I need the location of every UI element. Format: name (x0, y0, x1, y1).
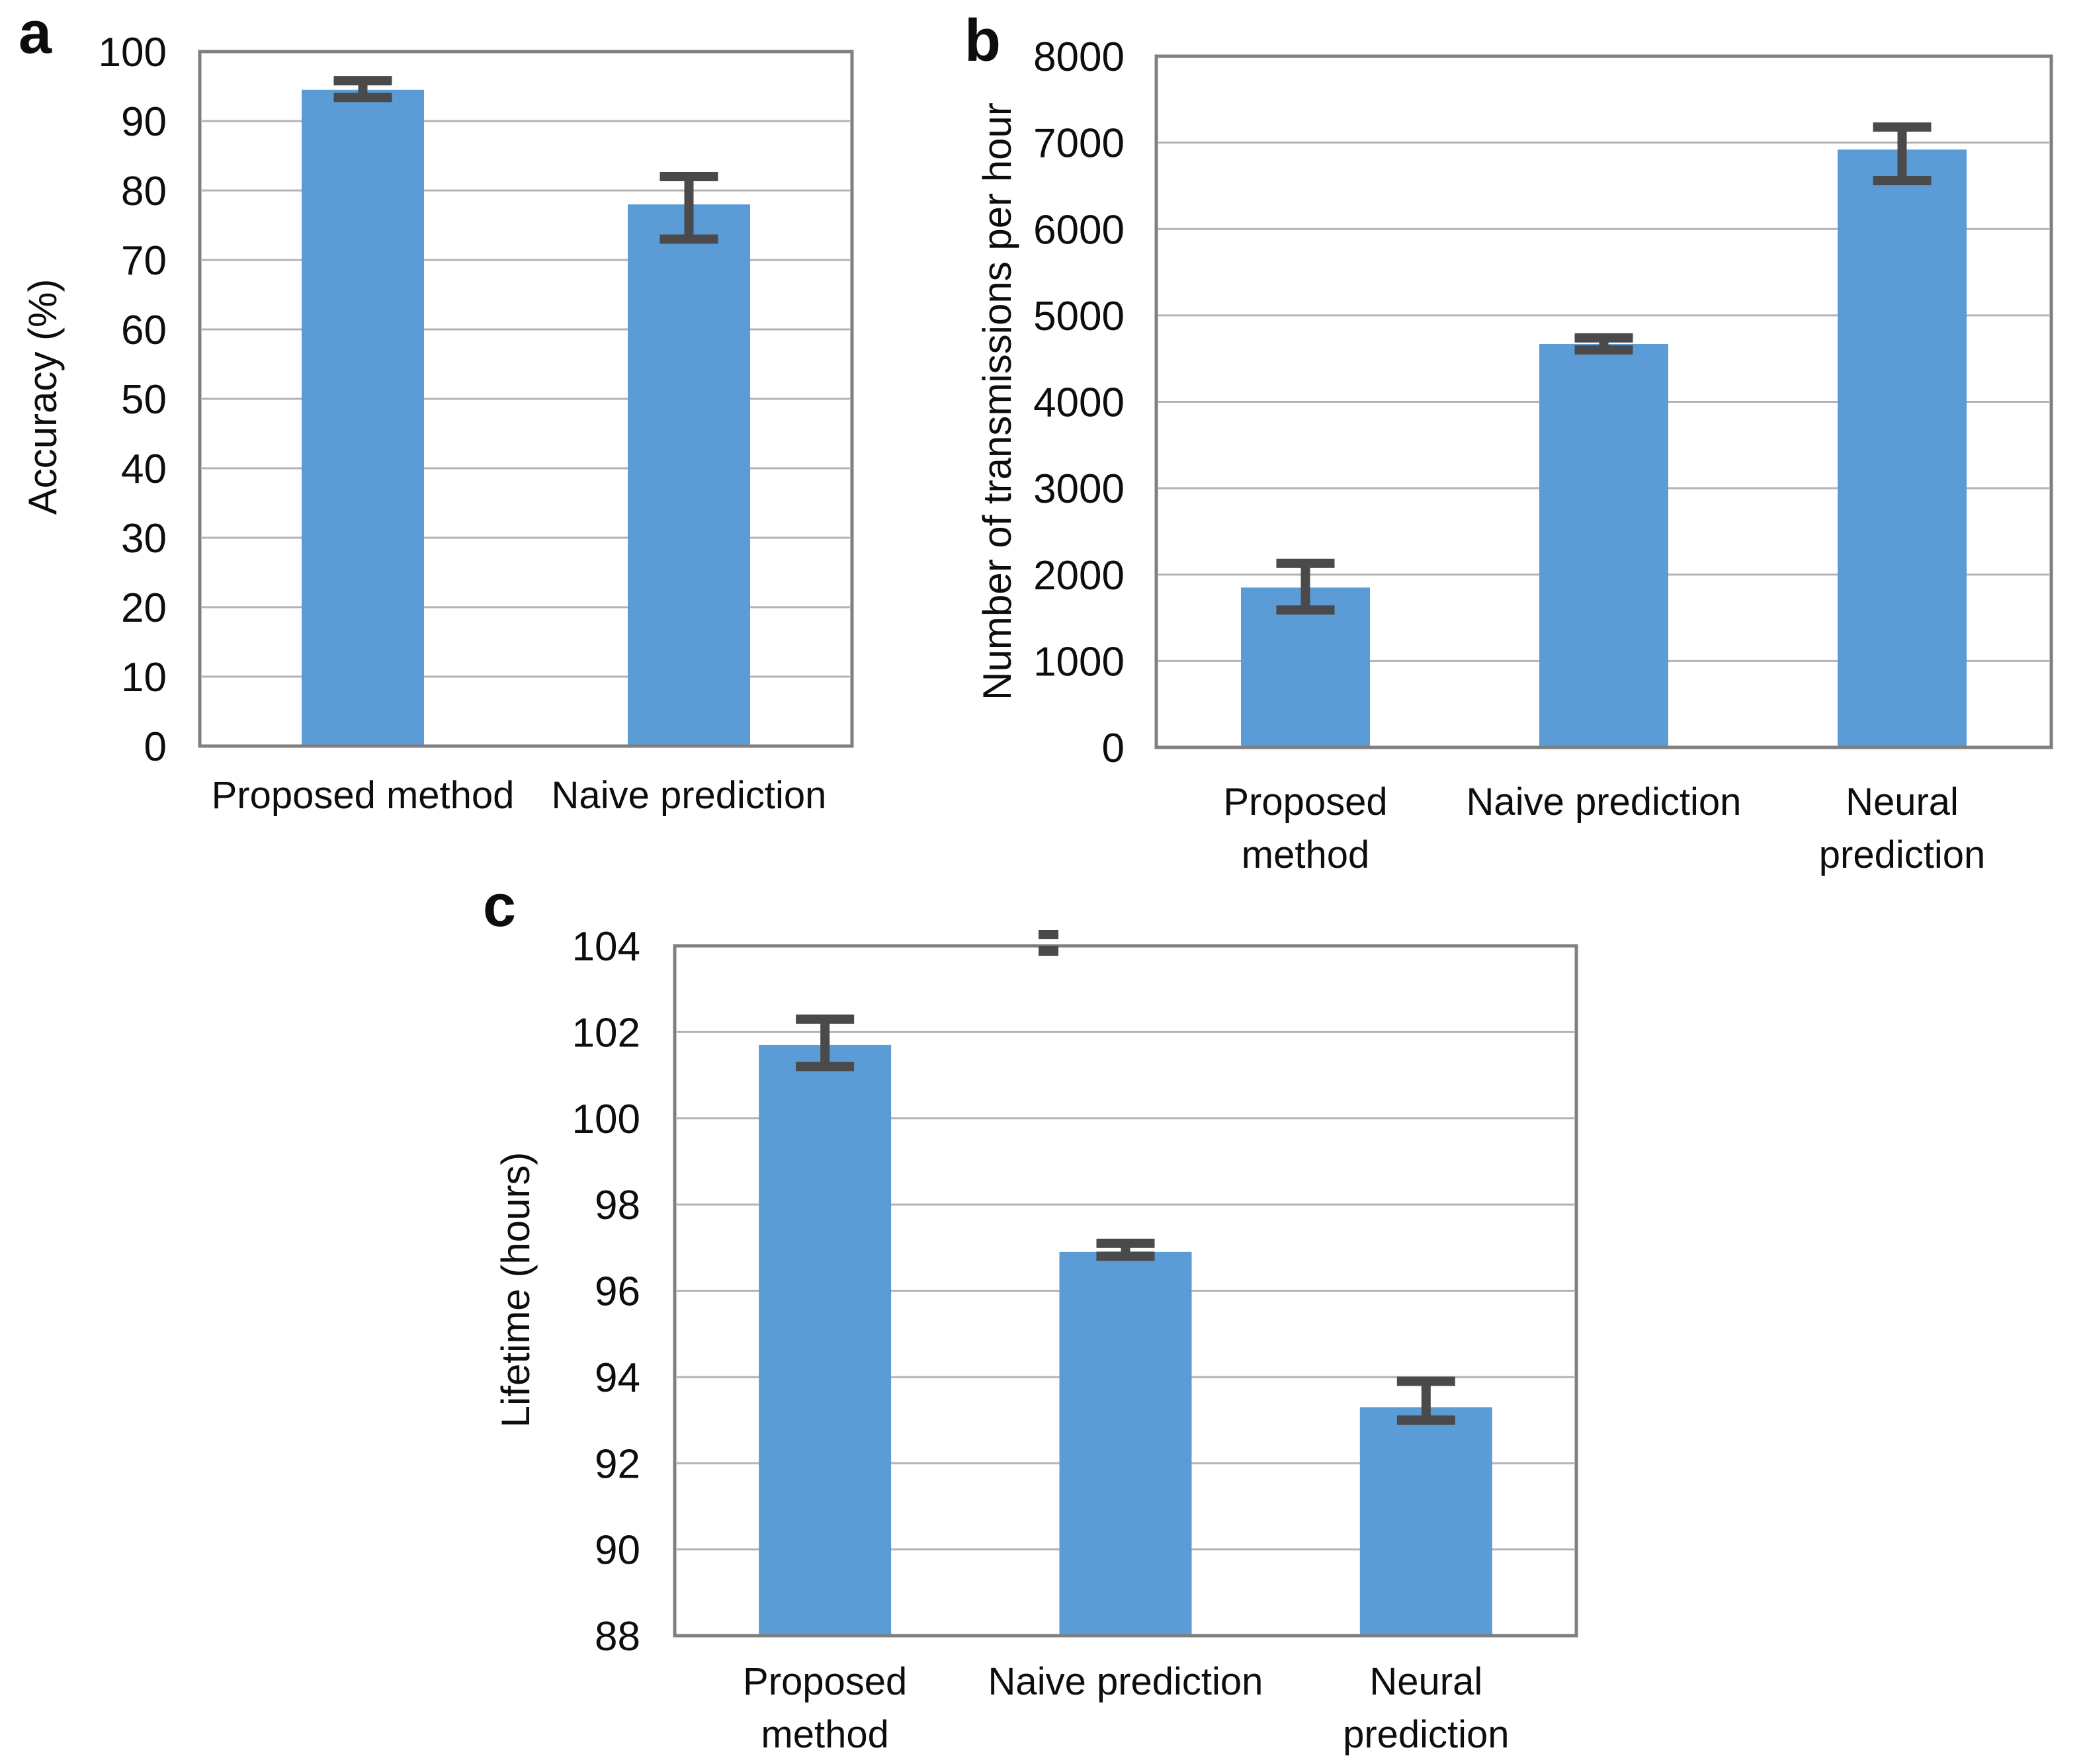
error-bar-cap-top-proposed-method (796, 1014, 855, 1024)
x-category-label-naive-prediction: Naive prediction (988, 1660, 1263, 1703)
y-tick-label: 40 (121, 446, 167, 492)
bar-neural-prediction (1838, 149, 1967, 747)
plot-area-b: Proposed method Naive prediction Neural pred… (1033, 34, 2053, 876)
y-tick-label: 100 (99, 30, 167, 75)
y-tick-label: 6000 (1033, 207, 1125, 253)
y-tick-label: 96 (595, 1269, 640, 1315)
y-tick-label: 5000 (1033, 294, 1125, 339)
x-category-label-neural-prediction: prediction (1819, 833, 1985, 876)
y-tick-label: 70 (121, 238, 167, 284)
x-category-label-naive-prediction: Naive prediction (552, 774, 827, 817)
y-tick-label: 1000 (1033, 639, 1125, 685)
y-axis-title-transmissions: Number of transmissions per hour (975, 103, 1019, 700)
error-bar-cap-top-naive-prediction (1096, 1238, 1155, 1248)
bar-neural-prediction (1359, 1407, 1492, 1636)
y-tick-label: 8000 (1033, 34, 1125, 80)
error-bar-cap-bottom-proposed-method (1276, 605, 1335, 615)
y-tick-label: 80 (121, 169, 167, 214)
x-category-label-neural-prediction: prediction (1343, 1713, 1509, 1756)
y-tick-label: 88 (595, 1614, 640, 1659)
x-category-label-proposed-method: Proposed (743, 1660, 907, 1703)
plot-frame (1154, 54, 2053, 749)
x-category-label-neural-prediction: Neural (1369, 1660, 1482, 1703)
error-bar-stem-neural-prediction (1421, 1381, 1431, 1421)
y-tick-label: 7000 (1033, 121, 1125, 167)
error-bar-cap-top-neural-prediction (1396, 1376, 1455, 1386)
bar-proposed-method (759, 1044, 892, 1636)
y-axis-title-lifetime: Lifetime (hours) (493, 1152, 538, 1428)
error-bar-cap-bottom-neural-prediction (1396, 1415, 1455, 1425)
error-bar-cap-bottom-neural-prediction (1873, 176, 1932, 186)
x-category-label-proposed-method: Proposed (1223, 780, 1387, 823)
error-bar-cap-bottom-proposed-method (333, 93, 392, 103)
y-tick-label: 94 (595, 1355, 640, 1401)
bar-naive-prediction (1539, 343, 1668, 747)
error-bar-stem-proposed-method (1300, 563, 1310, 610)
y-axis-title-accuracy: Accuracy (%) (21, 279, 65, 515)
y-tick-label: 10 (121, 655, 167, 700)
error-bar-cap-bottom-naive-prediction (1096, 1251, 1155, 1261)
x-category-label-neural-prediction: Neural (1846, 780, 1959, 823)
x-category-label-proposed-method: method (761, 1713, 888, 1756)
panel-label-c: c (483, 873, 516, 939)
error-bar-stem-neural-prediction (1897, 127, 1907, 181)
panel-b-chart: b Number of transmissions per hour Propo… (964, 8, 2053, 876)
clipped-error-marker (1039, 930, 1058, 939)
bar-naive-prediction (1059, 1251, 1192, 1636)
y-tick-label: 20 (121, 585, 167, 631)
y-tick-label: 3000 (1033, 466, 1125, 512)
plot-frame (673, 944, 1578, 1638)
plot-frame (198, 50, 854, 748)
error-bar-cap-top-naive-prediction (1574, 333, 1633, 343)
x-category-label-proposed-method: method (1242, 833, 1369, 876)
error-bar-cap-bottom-naive-prediction (1574, 345, 1633, 355)
error-bar-cap-top-proposed-method (1276, 558, 1335, 568)
error-bar-cap-top-neural-prediction (1873, 122, 1932, 132)
bar-proposed-method (302, 89, 424, 746)
y-tick-label: 92 (595, 1441, 640, 1487)
y-tick-label: 0 (144, 724, 167, 770)
error-bar-stem-naive-prediction (684, 177, 694, 239)
y-tick-label: 100 (572, 1097, 640, 1142)
panel-label-b: b (964, 8, 1001, 74)
y-tick-label: 98 (595, 1183, 640, 1228)
panel-c-chart: c Lifetime (hours) Proposed method Naive p… (483, 873, 1578, 1756)
bar-naive-prediction (628, 204, 750, 746)
error-bar-stem-proposed-method (820, 1019, 830, 1067)
x-category-label-naive-prediction: Naive prediction (1467, 780, 1742, 823)
y-tick-label: 90 (595, 1528, 640, 1574)
x-category-label-proposed-method: Proposed method (212, 774, 515, 817)
error-bar-cap-top-naive-prediction (660, 172, 718, 181)
plot-area-a: Proposed method Naive prediction100908070… (99, 30, 854, 817)
error-bar-cap-bottom-proposed-method (796, 1062, 855, 1071)
y-tick-label: 30 (121, 516, 167, 562)
panel-a-chart: a Accuracy (%) Proposed method Naive pred… (19, 0, 854, 817)
error-bar-cap-bottom-naive-prediction (660, 234, 718, 244)
clipped-error-marker (1039, 946, 1058, 956)
y-tick-label: 50 (121, 377, 167, 423)
y-tick-label: 102 (572, 1010, 640, 1056)
y-tick-label: 2000 (1033, 553, 1125, 599)
y-tick-label: 0 (1102, 726, 1125, 771)
plot-area-c: Proposed method Naive prediction Neural pred… (572, 924, 1578, 1756)
panel-label-a: a (19, 0, 52, 66)
y-tick-label: 90 (121, 99, 167, 145)
y-tick-label: 4000 (1033, 380, 1125, 426)
y-tick-label: 104 (572, 924, 640, 970)
error-bar-cap-top-proposed-method (333, 76, 392, 86)
y-tick-label: 60 (121, 308, 167, 353)
